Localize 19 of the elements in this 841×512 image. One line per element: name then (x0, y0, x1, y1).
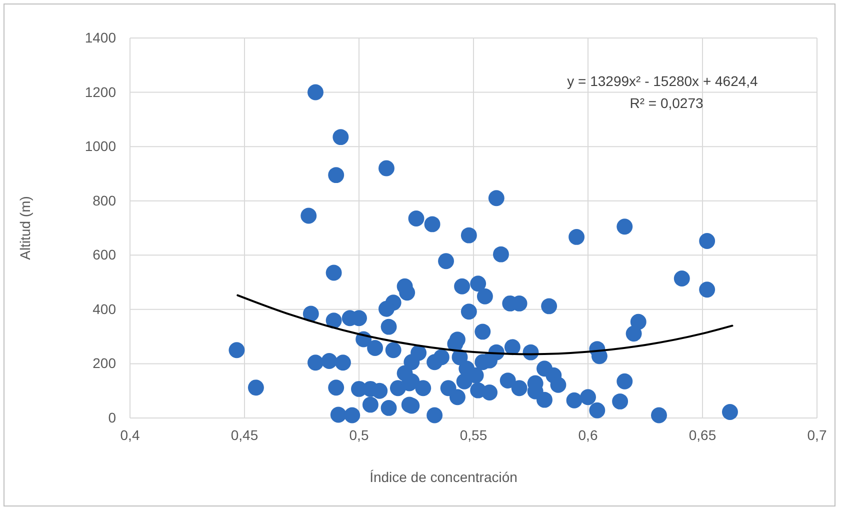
x-tick-label: 0,65 (688, 426, 716, 443)
x-tick-label: 0,4 (120, 426, 140, 443)
x-tick-label: 0,6 (578, 426, 598, 443)
y-tick-label: 0 (108, 409, 116, 426)
x-axis-title: Índice de concentración (370, 469, 518, 485)
y-axis-title: Altitud (m) (17, 196, 33, 260)
y-tick-label: 600 (92, 246, 116, 263)
x-tick-label: 0,45 (230, 426, 258, 443)
y-tick-label: 1400 (84, 29, 116, 46)
annotation: R² = 0,0273 (630, 95, 704, 111)
y-tick-label: 800 (92, 192, 116, 208)
x-tick-label: 0,5 (349, 426, 369, 443)
annotation: y = 13299x² - 15280x + 4624,4 (567, 73, 758, 89)
x-tick-label: 0,7 (807, 426, 827, 443)
y-tick-label: 1000 (84, 138, 116, 154)
y-tick-label: 200 (92, 355, 116, 372)
y-tick-label: 1200 (84, 84, 116, 100)
y-tick-label: 400 (92, 300, 116, 317)
x-tick-label: 0,55 (460, 426, 488, 443)
